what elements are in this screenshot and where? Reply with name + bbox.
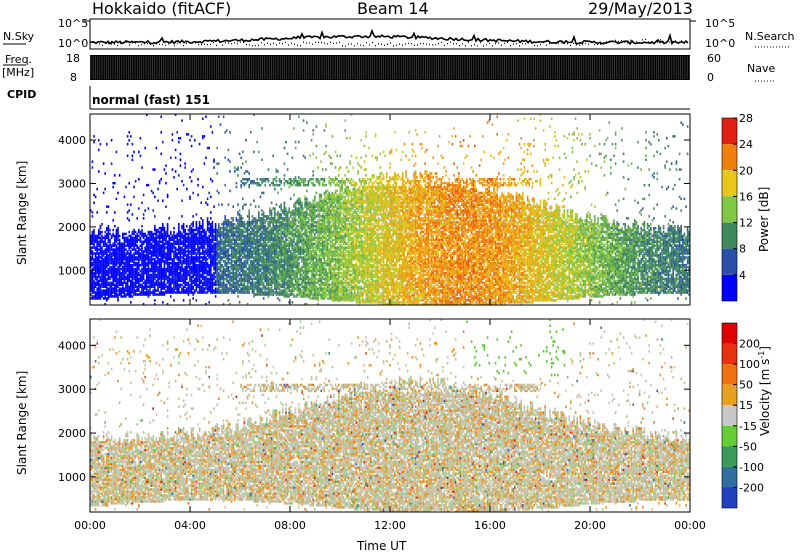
velocity-panel-colorbar-segment — [722, 425, 737, 447]
power-panel-colorbar-tick-label: 28 — [739, 112, 753, 125]
power-panel-colorbar-segment — [722, 144, 737, 171]
velocity-panel — [90, 318, 690, 513]
freq-unit: [MHz] — [2, 66, 34, 79]
nave-tick-top: 60 — [707, 52, 721, 65]
velocity-panel-colorbar-segment — [722, 466, 737, 488]
velocity-panel-colorbar-segment — [722, 405, 737, 426]
velocity-panel-colorbar-tick-label: 15 — [739, 399, 753, 412]
velocity-panel-ytick-label: 1000 — [58, 471, 86, 484]
x-axis-label: Time UT — [357, 539, 406, 553]
velocity-panel-xtick-label: 16:00 — [474, 519, 506, 532]
freq-label: Freq. — [5, 53, 32, 66]
mode-text: normal (fast) 151 — [92, 93, 210, 107]
nsky-tick-bottom: 10^0 — [58, 37, 88, 50]
station-title: Hokkaido (fitACF) — [92, 0, 231, 18]
nsky-tick-top: 10^5 — [58, 17, 88, 30]
beam-title: Beam 14 — [357, 0, 429, 18]
power-panel-colorbar-tick-label: 4 — [739, 269, 746, 282]
power-panel-colorbar-tick-label: 12 — [739, 217, 753, 230]
freq-tick-top: 18 — [66, 52, 80, 65]
power-panel-colorbar-tick-label: 8 — [739, 243, 746, 256]
velocity-panel-xtick-label: 00:00 — [674, 519, 706, 532]
velocity-panel-colorbar-tick-label: -15 — [739, 420, 757, 433]
velocity-panel-colorbar-segment — [722, 323, 737, 344]
velocity-panel-colorbar-tick-label: -50 — [739, 440, 757, 453]
power-panel — [90, 113, 690, 306]
cpid-label: CPID — [7, 88, 36, 101]
velocity-panel-colorbar-tick-label: 50 — [739, 379, 753, 392]
power-panel-colorbar-segment — [722, 196, 737, 223]
power-panel-ytick-label: 4000 — [58, 134, 86, 147]
power-panel-colorbar-frame — [721, 117, 738, 302]
velocity-panel-colorbar-tick-label: -200 — [739, 481, 764, 494]
power-panel-colorbar-segment — [722, 222, 737, 249]
velocity-panel-colorbar-tick-label: 200 — [739, 338, 760, 351]
velocity-panel-colorbar-segment — [722, 446, 737, 467]
velocity-panel-colorbar-segment — [722, 343, 737, 365]
power-panel-colorbar-tick-label: 24 — [739, 138, 753, 151]
velocity-panel-xtick-label: 04:00 — [174, 519, 206, 532]
velocity-panel-xtick-label: 12:00 — [374, 519, 406, 532]
nsearch-dots — [90, 38, 688, 47]
power-panel-colorbar-segment — [722, 118, 737, 145]
velocity-panel-ytick-label: 4000 — [58, 339, 86, 352]
freq-tick-bottom: 8 — [70, 71, 77, 84]
velocity-panel-colorbar-tick-label: -100 — [739, 461, 764, 474]
power-panel-colorbar-segment — [722, 248, 737, 275]
nsky-label: N.Sky — [3, 30, 34, 43]
nsky-line — [89, 28, 689, 46]
nsearch-tick-bottom: 10^0 — [705, 37, 735, 50]
velocity-panel-ytick-label: 2000 — [58, 427, 86, 440]
velocity-panel-xtick-label: 20:00 — [574, 519, 606, 532]
freq-nave-trace — [90, 56, 690, 79]
date-title: 29/May/2013 — [588, 0, 693, 18]
velocity-panel-colorbar-segment — [722, 487, 737, 508]
power-panel-ytick-label: 1000 — [58, 264, 86, 277]
power-panel-colorbar-tick-label: 16 — [739, 190, 753, 203]
nsearch-label: N.Search — [745, 30, 795, 43]
velocity-panel-colorbar-segment — [722, 384, 737, 406]
velocity-panel-ytick-label: 3000 — [58, 383, 86, 396]
nsearch-tick-top: 10^5 — [705, 17, 735, 30]
power-panel-ytick-label: 3000 — [58, 177, 86, 190]
velocity-panel-colorbar-tick-label: 100 — [739, 358, 760, 371]
velocity-panel-colorbar-segment — [722, 364, 737, 385]
nave-tick-bottom: 0 — [707, 71, 714, 84]
power-panel-colorbar-segment — [722, 170, 737, 197]
power-panel-colorbar-segment — [722, 274, 737, 301]
velocity-panel-xtick-label: 00:00 — [74, 519, 106, 532]
velocity-panel-xtick-label: 08:00 — [274, 519, 306, 532]
power-panel-ytick-label: 2000 — [58, 221, 86, 234]
velocity-panel-colorbar-frame — [721, 322, 738, 509]
nsky-panel-frame — [89, 18, 691, 50]
power-panel-colorbar-tick-label: 20 — [739, 164, 753, 177]
nave-label: Nave — [747, 62, 775, 75]
